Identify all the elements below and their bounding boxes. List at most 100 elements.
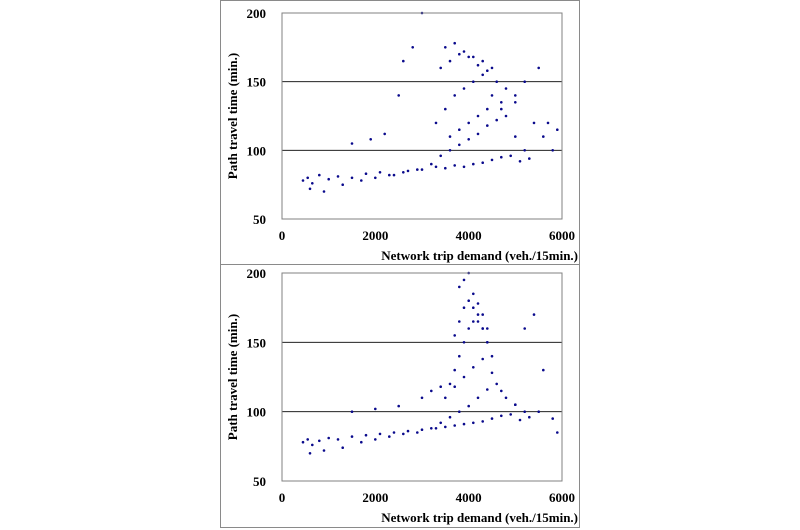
scatter-point [500, 414, 503, 418]
scatter-point [523, 80, 526, 83]
scatter-point [444, 396, 447, 400]
scatter-point [434, 165, 438, 169]
scatter-point [518, 418, 522, 422]
scatter-point [430, 427, 433, 430]
scatter-point [486, 341, 489, 344]
scatter-point [458, 354, 461, 358]
scatter-point [495, 118, 499, 122]
scatter-point [514, 101, 517, 104]
gridlines [282, 341, 562, 413]
scatter-point [472, 366, 475, 369]
scatter-point [523, 327, 526, 330]
scatter-point [374, 438, 377, 441]
scatter-point [420, 168, 424, 171]
scatter-point [458, 128, 461, 131]
scatter-point [392, 431, 396, 434]
scatter-point [514, 94, 517, 97]
scatter-point [364, 433, 368, 437]
scatter-point [551, 149, 554, 152]
scatter-point [514, 403, 517, 407]
scatter-point [500, 101, 503, 104]
scatter-point [504, 87, 508, 90]
scatter-point [439, 385, 443, 389]
data-points [301, 271, 559, 455]
scatter-point [301, 179, 305, 182]
scatter-point [518, 160, 522, 163]
scatter-point [472, 162, 475, 166]
scatter-panel-bottom: 50 100 150 200 0 2000 4000 6000 Path travel ti… [225, 266, 578, 525]
scatter-point [416, 168, 419, 171]
scatter-point [476, 63, 480, 67]
scatter-point [388, 173, 391, 177]
scatter-point [383, 132, 387, 136]
scatter-point [439, 421, 443, 425]
scatter-point [430, 389, 433, 393]
x-tick-labels: 0 2000 4000 6000 [279, 490, 575, 505]
scatter-point [486, 124, 489, 127]
scatter-point [509, 413, 512, 416]
scatter-point [444, 425, 447, 429]
scatter-point [453, 164, 457, 167]
scatter-point [476, 132, 480, 136]
x-tick-label: 6000 [549, 228, 575, 243]
x-tick-label: 0 [279, 490, 286, 505]
scatter-point [476, 320, 480, 323]
scatter-point [327, 436, 331, 440]
y-tick-label: 200 [247, 266, 267, 281]
scatter-point [322, 190, 326, 193]
scatter-point [336, 175, 340, 178]
scatter-point [416, 431, 419, 434]
scatter-point [486, 107, 489, 111]
scatter-point [462, 50, 466, 53]
scatter-point [434, 427, 438, 430]
scatter-point [481, 420, 485, 423]
y-tick-label: 200 [247, 6, 267, 21]
scatter-point [406, 429, 410, 433]
scatter-point [467, 327, 471, 330]
scatter-point [341, 446, 345, 450]
scatter-point [481, 161, 485, 164]
scatter-point [458, 285, 461, 289]
scatter-point [532, 313, 536, 316]
scatter-point [439, 154, 443, 158]
scatter-point [453, 424, 457, 427]
scatter-point [476, 313, 480, 316]
scatter-point [462, 422, 466, 426]
scatter-point [500, 155, 503, 159]
scatter-point [546, 121, 550, 125]
scatter-point [453, 385, 457, 389]
scatter-panel-top: 50 100 150 200 0 2000 4000 6000 Path travel ti… [225, 6, 578, 263]
scatter-point [486, 327, 489, 330]
scatter-point [495, 80, 499, 83]
scatter-point [481, 73, 485, 77]
y-tick-label: 150 [247, 335, 267, 350]
scatter-point [350, 176, 354, 180]
scatter-point [444, 46, 447, 49]
scatter-point [458, 52, 461, 56]
scatter-point [500, 107, 503, 111]
scatter-point [476, 302, 480, 305]
scatter-point [318, 173, 321, 177]
scatter-point [490, 417, 494, 420]
scatter-point [311, 182, 314, 185]
x-tick-label: 6000 [549, 490, 575, 505]
y-tick-label: 100 [247, 143, 267, 158]
x-tick-label: 0 [279, 228, 286, 243]
scatter-point [430, 162, 433, 166]
scatter-point [528, 415, 531, 419]
scatter-point [360, 179, 363, 182]
plot-area [281, 12, 563, 220]
scatter-point [458, 410, 461, 414]
scatter-point [448, 149, 452, 152]
scatter-point [453, 334, 457, 337]
scatter-point [556, 431, 559, 434]
scatter-point [486, 388, 489, 391]
scatter-point [411, 46, 415, 49]
scatter-point [341, 183, 345, 186]
y-tick-label: 100 [247, 405, 267, 420]
scatter-point [551, 417, 554, 420]
scatter-point [490, 66, 494, 70]
scatter-point [420, 428, 424, 432]
scatter-point [420, 396, 424, 400]
scatter-point [472, 320, 475, 323]
